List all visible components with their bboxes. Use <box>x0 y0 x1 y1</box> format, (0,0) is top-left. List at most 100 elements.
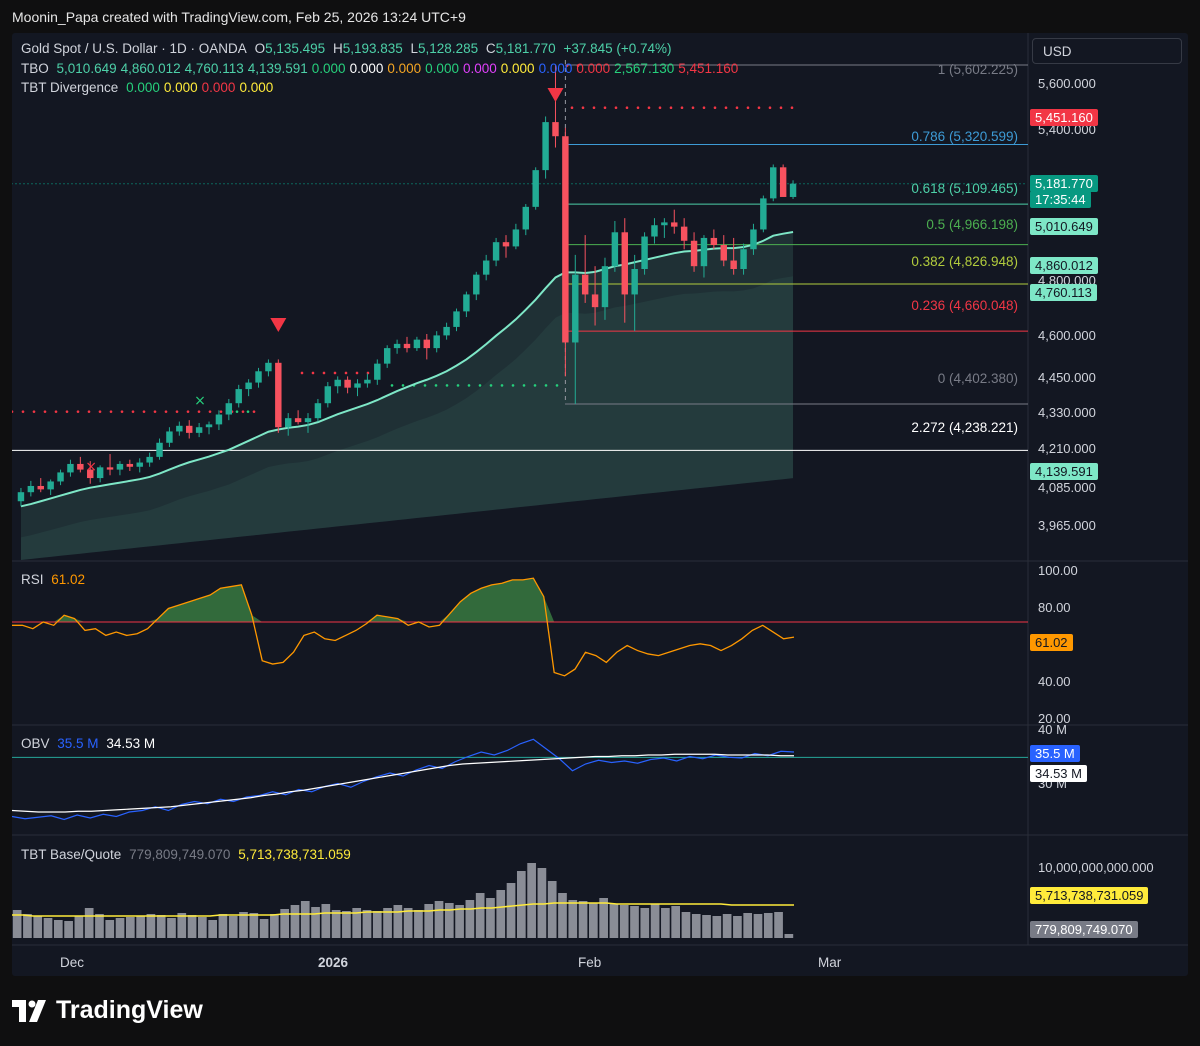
last-price-dot <box>691 183 693 185</box>
last-price-dot <box>987 183 989 185</box>
base-bar <box>609 904 619 938</box>
tradingview-logo[interactable]: TradingView <box>12 996 203 1025</box>
candle-body <box>552 122 559 137</box>
last-price-dot <box>427 183 429 185</box>
resistance-dot <box>311 371 315 375</box>
last-price-dot <box>527 183 529 185</box>
resistance-dot <box>142 410 146 413</box>
base-bar <box>33 916 43 938</box>
label-obv: 35.5 M <box>1030 745 1080 762</box>
last-price-dot <box>623 183 625 185</box>
candle-body <box>690 240 698 267</box>
last-price-dot <box>611 183 613 185</box>
candle-body <box>770 167 777 199</box>
price-tick: 4,210.000 <box>1038 441 1096 456</box>
resistance-dot <box>164 410 168 413</box>
candle-body <box>47 481 54 490</box>
last-price-dot <box>211 183 213 185</box>
last-price-dot <box>51 183 53 185</box>
resistance-dot <box>32 410 36 413</box>
last-price-dot <box>55 183 57 185</box>
support-dot <box>445 384 449 387</box>
legend-tbo-value: 0.000 <box>387 61 422 76</box>
last-price-dot <box>767 183 769 185</box>
candle-body <box>403 343 411 349</box>
last-price-dot <box>459 183 461 185</box>
candle-body <box>176 425 183 432</box>
ohlc-l-label: L <box>410 41 419 56</box>
legend-rsi-name: RSI <box>21 572 44 587</box>
legend-symbol: Gold Spot / U.S. Dollar · 1D · OANDA <box>21 41 247 56</box>
support-dot <box>489 384 493 387</box>
last-price-dot <box>355 183 357 185</box>
rsi-tick: 100.00 <box>1038 563 1078 578</box>
last-price-dot <box>495 183 497 185</box>
last-price-dot <box>603 183 605 185</box>
candle-body <box>562 136 569 343</box>
candle-body <box>542 122 549 171</box>
last-price-dot <box>1011 183 1013 185</box>
legend-divergence: TBT Divergence 0.000 0.000 0.000 0.000 <box>21 80 277 95</box>
base-bar <box>383 908 392 938</box>
last-price-dot <box>107 183 109 185</box>
candle-body <box>393 343 401 349</box>
last-price-dot <box>179 183 181 185</box>
last-price-dot <box>959 183 961 185</box>
base-bar <box>558 893 567 938</box>
fib-label: 0.382 (4,826.948) <box>911 254 1018 269</box>
last-price-dot <box>671 183 673 185</box>
candle-body <box>631 269 638 295</box>
last-price-dot <box>443 183 445 185</box>
legend-tbo-value: 5,451.160 <box>678 61 739 76</box>
ohlc-open: 5,135.495 <box>265 41 326 56</box>
legend-divergence-value: 0.000 <box>201 80 236 95</box>
base-bar <box>712 916 722 938</box>
last-price-dot <box>891 183 893 185</box>
resistance-dot <box>680 106 684 109</box>
last-price-dot <box>1023 183 1025 185</box>
candle-body <box>581 274 589 295</box>
base-bar <box>465 900 475 938</box>
last-price-dot <box>883 183 885 185</box>
candle-body <box>166 431 173 443</box>
candle-body <box>156 442 163 457</box>
resistance-dot <box>109 410 113 413</box>
cross-marker: × <box>194 393 206 409</box>
resistance-dot <box>625 106 629 109</box>
last-price-dot <box>955 183 957 185</box>
candle-body <box>106 467 114 470</box>
candle-body <box>17 492 25 502</box>
last-price-dot <box>755 183 757 185</box>
support-dot <box>467 384 471 387</box>
obv-line <box>12 738 795 821</box>
base-bar <box>774 912 783 938</box>
label-base: 779,809,749.070 <box>1030 921 1138 938</box>
candle-body <box>621 232 628 295</box>
last-price-dot <box>291 183 293 185</box>
last-price-dot <box>415 183 417 185</box>
last-price-dot <box>675 183 677 185</box>
tbo-cloud-inner <box>20 276 794 560</box>
base-bar <box>424 904 434 938</box>
last-price-dot <box>255 183 257 185</box>
fib-label: 1 (5,602.225) <box>937 62 1018 77</box>
chart-canvas[interactable]: ×× <box>12 33 1188 976</box>
last-price-dot <box>951 183 953 185</box>
candle-body <box>215 414 223 425</box>
last-price-dot <box>135 183 137 185</box>
last-price-dot <box>927 183 929 185</box>
base-bar <box>280 909 290 938</box>
candle-body <box>522 206 530 230</box>
currency-button[interactable]: USD <box>1032 38 1182 64</box>
base-bar <box>578 901 588 938</box>
legend-base: TBT Base/Quote 779,809,749.070 5,713,738… <box>21 847 355 862</box>
base-bar <box>763 913 773 938</box>
last-price-dot <box>483 183 485 185</box>
last-price-dot <box>175 183 177 185</box>
resistance-dot <box>757 106 761 109</box>
base-bar <box>527 863 536 938</box>
last-price-dot <box>575 183 577 185</box>
last-price-dot <box>979 183 981 185</box>
resistance-dot <box>21 410 25 413</box>
candle-body <box>750 229 757 250</box>
